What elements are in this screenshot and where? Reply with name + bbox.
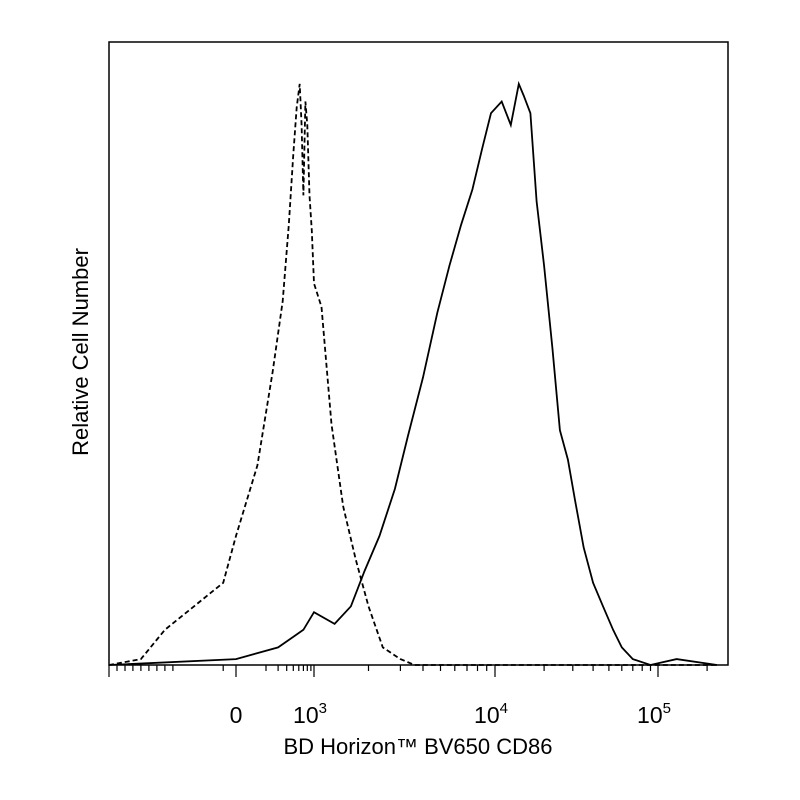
x-axis-ticks bbox=[108, 665, 708, 677]
x-tick-label: 103 bbox=[293, 700, 327, 728]
solid-histogram-line bbox=[108, 80, 718, 666]
y-axis-title: Relative Cell Number bbox=[68, 248, 93, 456]
x-axis-title: BD Horizon™ BV650 CD86 bbox=[283, 734, 552, 759]
x-tick-label: 0 bbox=[230, 702, 243, 728]
x-tick-label: 104 bbox=[474, 700, 508, 728]
plot-frame bbox=[108, 41, 729, 666]
x-tick-label: 105 bbox=[637, 700, 671, 728]
dashed-histogram-line bbox=[108, 83, 717, 666]
series-layer bbox=[108, 80, 718, 666]
x-axis-tick-labels: 0 103 104 105 bbox=[230, 700, 671, 728]
